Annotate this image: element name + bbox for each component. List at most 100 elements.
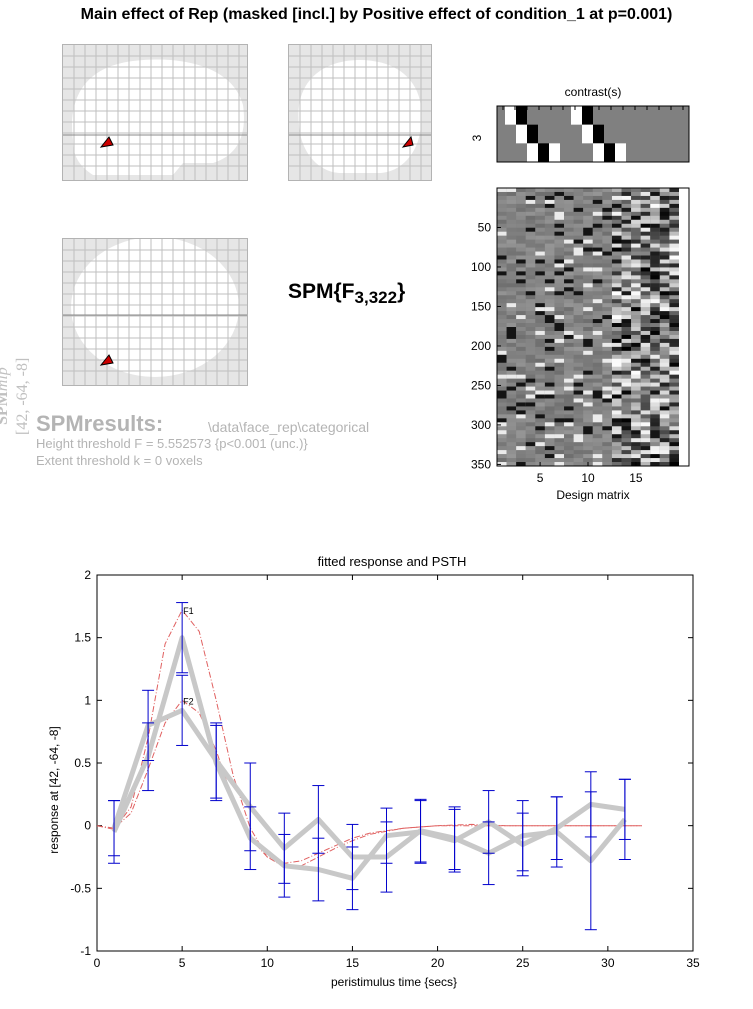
design-cell xyxy=(554,438,565,443)
design-cell xyxy=(535,243,545,248)
design-cell xyxy=(602,410,612,415)
design-cell xyxy=(544,458,555,463)
design-cell xyxy=(669,271,679,276)
design-cell xyxy=(669,311,679,316)
design-cell xyxy=(611,307,622,312)
design-cell xyxy=(497,303,507,308)
design-cell xyxy=(631,374,641,379)
design-cell xyxy=(583,450,593,455)
design-cell xyxy=(640,271,651,276)
design-cell xyxy=(592,390,603,395)
design-cell xyxy=(669,295,679,300)
design-cell xyxy=(525,327,536,332)
design-cell xyxy=(669,438,679,443)
design-cell xyxy=(583,342,593,348)
design-cell xyxy=(650,414,660,419)
design-cell xyxy=(573,267,584,272)
design-cell xyxy=(516,283,526,288)
design-cell xyxy=(592,295,603,300)
design-cell xyxy=(564,243,574,248)
design-cell xyxy=(535,295,545,300)
design-cell xyxy=(602,219,612,225)
design-cell xyxy=(506,231,517,236)
design-cell xyxy=(592,442,603,447)
design-cell xyxy=(621,271,632,276)
design-cell xyxy=(554,207,565,213)
design-cell xyxy=(506,315,517,320)
design-cell xyxy=(659,287,670,292)
design-cell xyxy=(659,219,670,225)
design-cell xyxy=(631,307,641,312)
design-cell xyxy=(611,458,622,463)
design-cell xyxy=(535,219,545,225)
design-cell xyxy=(659,426,670,431)
design-cell xyxy=(554,231,565,236)
design-cell xyxy=(669,235,679,240)
design-cell xyxy=(583,263,593,268)
design-cell xyxy=(506,307,517,312)
design-cell xyxy=(583,402,593,407)
design-cell xyxy=(669,390,679,395)
design-cell xyxy=(554,454,565,459)
x-tick-label: 15 xyxy=(346,956,360,970)
design-cell xyxy=(525,251,536,256)
design-cell xyxy=(506,263,517,268)
design-cell xyxy=(611,195,622,201)
design-cell xyxy=(554,311,565,316)
design-cell xyxy=(631,406,641,411)
design-cell xyxy=(544,342,555,348)
design-cell xyxy=(592,378,603,383)
design-cell xyxy=(516,370,526,375)
design-cell xyxy=(583,235,593,240)
design-cell xyxy=(554,390,565,395)
mip-coords: [42, -64, -8] xyxy=(14,357,31,435)
design-cell xyxy=(497,191,507,197)
design-cell xyxy=(669,231,679,236)
design-cell xyxy=(583,350,593,356)
design-cell xyxy=(516,378,526,383)
design-cell xyxy=(592,319,603,324)
design-cell xyxy=(631,414,641,419)
design-cell xyxy=(640,462,651,467)
design-cell xyxy=(640,188,651,193)
design-cell xyxy=(535,370,545,375)
design-cell xyxy=(525,283,536,288)
design-cell xyxy=(506,215,517,221)
design-cell xyxy=(573,462,584,467)
design-cell xyxy=(573,450,584,455)
design-cell xyxy=(564,275,574,280)
design-cell xyxy=(650,267,660,272)
design-cell xyxy=(516,215,526,221)
design-cell xyxy=(669,199,679,205)
design-cell xyxy=(564,327,574,332)
design-cell xyxy=(583,446,593,451)
design-cell xyxy=(497,267,507,272)
design-cell xyxy=(573,263,584,268)
design-cell xyxy=(535,255,545,260)
design-cell xyxy=(659,446,670,451)
design-cell xyxy=(659,366,670,371)
design-cell xyxy=(573,458,584,463)
design-cell xyxy=(592,215,603,221)
design-cell xyxy=(640,247,651,252)
design-cell xyxy=(583,255,593,260)
design-xticks: 5 10 15 xyxy=(537,462,643,485)
design-cell xyxy=(564,378,574,383)
design-cell xyxy=(525,191,536,197)
design-cell xyxy=(592,366,603,371)
x-tick-label: 20 xyxy=(431,956,445,970)
design-cell xyxy=(535,430,545,435)
design-cell xyxy=(650,390,660,395)
design-cell xyxy=(631,350,641,356)
design-cell xyxy=(535,346,545,352)
design-cell xyxy=(573,446,584,451)
contrast-cell xyxy=(582,124,593,144)
design-cell xyxy=(640,283,651,288)
design-cell xyxy=(640,374,651,379)
design-cell xyxy=(535,215,545,221)
design-cell xyxy=(554,410,565,415)
design-cell xyxy=(611,215,622,221)
design-cell xyxy=(650,303,660,308)
design-cell xyxy=(506,195,517,201)
design-cell xyxy=(650,358,660,364)
